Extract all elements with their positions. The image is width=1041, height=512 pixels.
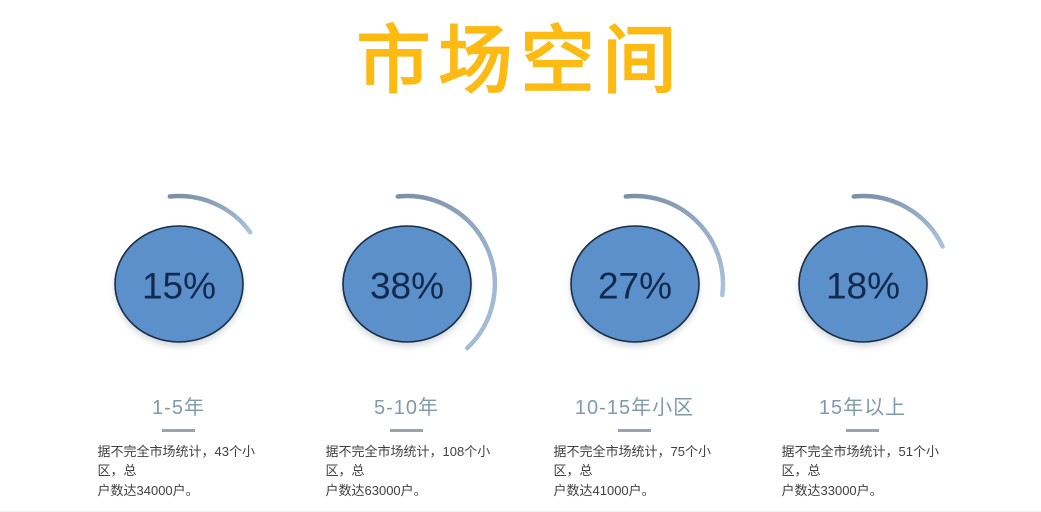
segment-card-15-plus-years: 18% 15年以上 据不完全市场统计，51个小区，总 户数达33000户。 xyxy=(756,191,970,501)
segment-description: 据不完全市场统计，108个小区，总 户数达63000户。 xyxy=(325,443,491,498)
percentage-bubble xyxy=(341,225,472,343)
donut-chart: 38% xyxy=(341,193,497,351)
segment-title: 5-10年 xyxy=(373,396,440,419)
progress-arc xyxy=(395,193,497,351)
progress-arc xyxy=(623,193,725,298)
divider xyxy=(846,428,879,432)
percent-label: 27% xyxy=(597,265,671,306)
percentage-bubble xyxy=(797,225,928,343)
divider xyxy=(618,428,651,432)
segment-description: 据不完全市场统计，43个小区，总 户数达34000户。 xyxy=(97,443,255,498)
segment-title: 10-15年小区 xyxy=(574,396,695,419)
donut-chart: 18% xyxy=(797,193,945,343)
segment-description: 据不完全市场统计，75个小区，总 户数达41000户。 xyxy=(553,443,711,498)
segment-title: 15年以上 xyxy=(818,396,907,419)
percentage-bubble xyxy=(113,225,244,343)
segment-card-1-5-years: 15% 1-5年 据不完全市场统计，43个小区，总 户数达34000户。 xyxy=(72,191,286,501)
donut-chart: 27% xyxy=(569,193,725,343)
percent-label: 18% xyxy=(825,265,899,306)
segment-card-10-15-years: 27% 10-15年小区 据不完全市场统计，75个小区，总 户数达41000户。 xyxy=(528,191,742,501)
page-title: 市场空间 xyxy=(356,19,685,102)
divider xyxy=(162,428,195,432)
percent-label: 15% xyxy=(141,265,215,306)
percent-label: 38% xyxy=(369,265,443,306)
percentage-bubble xyxy=(569,225,700,343)
segment-card-5-10-years: 38% 5-10年 据不完全市场统计，108个小区，总 户数达63000户。 xyxy=(300,191,514,501)
divider xyxy=(390,428,423,432)
segment-description: 据不完全市场统计，51个小区，总 户数达33000户。 xyxy=(781,443,939,498)
progress-arc xyxy=(851,193,945,249)
segments-row: 15% 1-5年 据不完全市场统计，43个小区，总 户数达34000户。 38%… xyxy=(0,191,1041,501)
progress-arc xyxy=(167,193,252,235)
segment-title: 1-5年 xyxy=(152,396,205,419)
donut-chart: 15% xyxy=(113,193,252,343)
